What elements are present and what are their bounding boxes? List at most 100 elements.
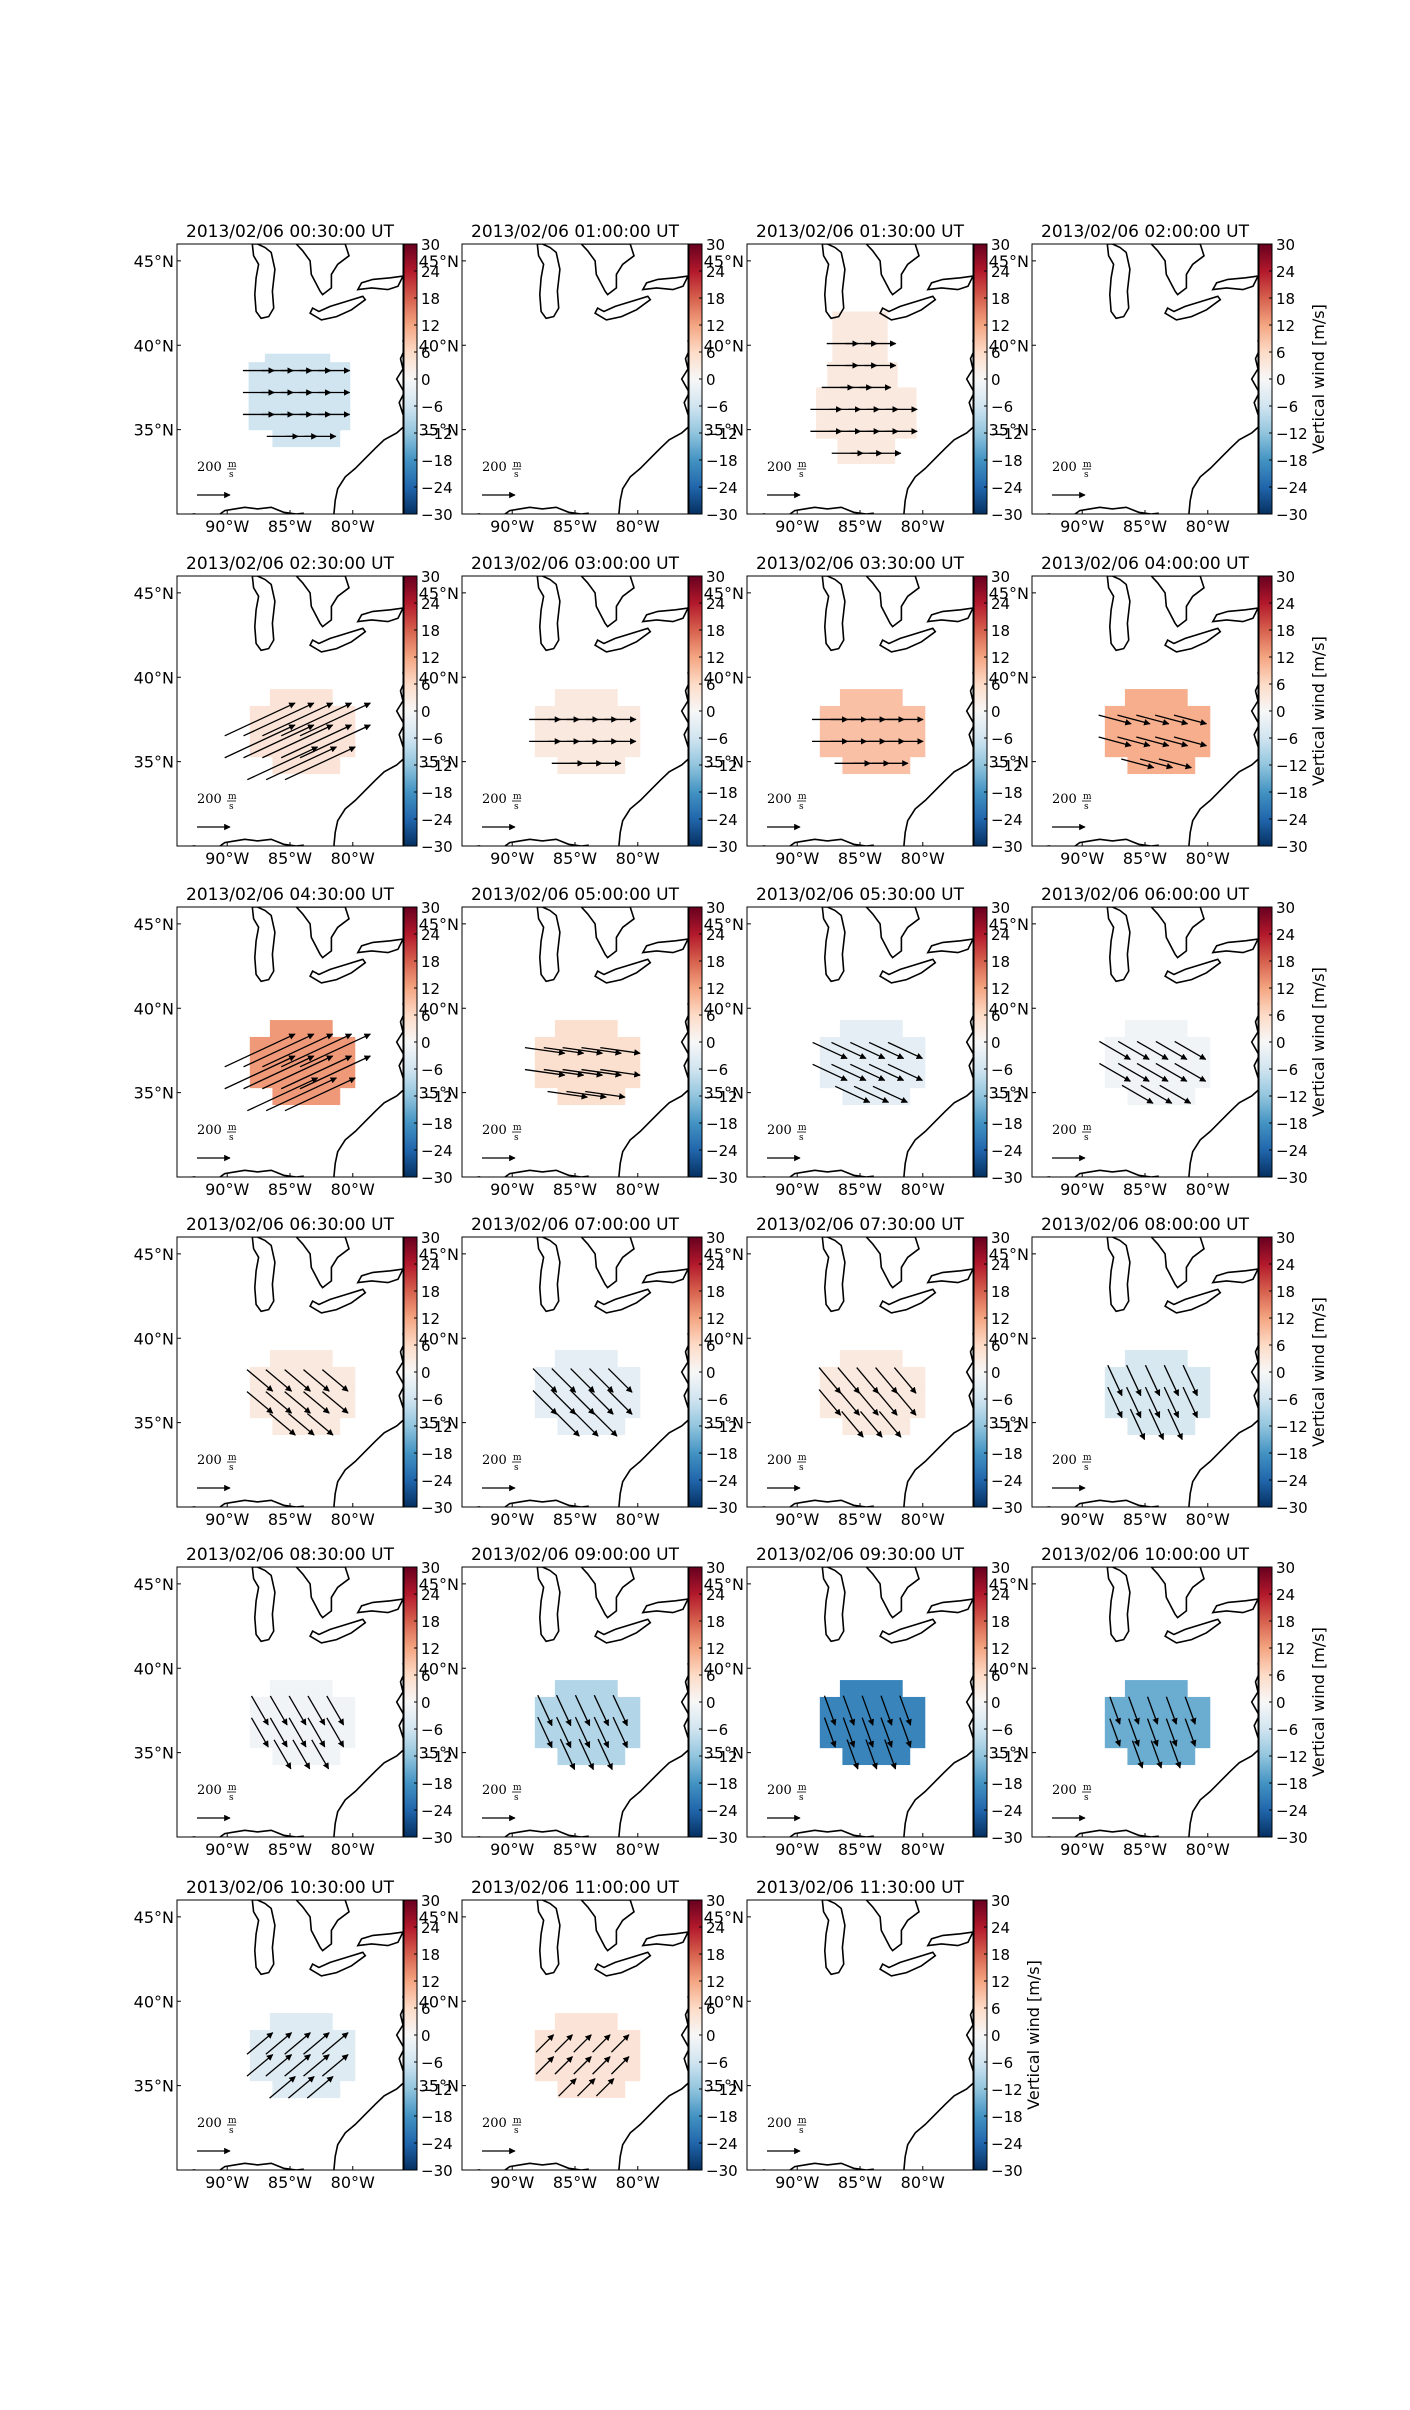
colorbar-tick-label: −6 (1276, 1061, 1298, 1079)
x-tick-label: 85°W (838, 1510, 882, 1529)
colorbar-tick-label: −24 (706, 2135, 738, 2153)
colorbar-tick-label: −30 (421, 506, 453, 524)
wind-arrow (1121, 758, 1155, 770)
reference-arrow-label: 200 (767, 460, 792, 475)
coastline (865, 1900, 920, 1952)
wind-cell (819, 1713, 926, 1723)
wind-arrow (850, 1063, 886, 1081)
wind-arrow (280, 1055, 353, 1090)
wind-arrow (1184, 1718, 1197, 1747)
map-panel: 2013/02/06 06:00:00 UT 200 ms 90°W 85°W 80°W 4… (989, 885, 1328, 1199)
wind-cell (557, 1096, 626, 1106)
wind-cell (248, 379, 351, 389)
wind-arrow (269, 1717, 288, 1748)
colorbar-tick-label: 24 (706, 1256, 725, 1274)
colorbar-tick-label: −12 (421, 1748, 453, 1766)
wind-cell (269, 1350, 333, 1360)
coastline (594, 1951, 652, 1977)
colorbar-tick-label: 24 (991, 926, 1010, 944)
coastline (186, 1829, 304, 1837)
wind-arrow (551, 1368, 577, 1393)
y-tick-label: 45°N (989, 252, 1029, 271)
colorbar-tick-label: 30 (421, 1559, 440, 1577)
wind-arrow (860, 1411, 883, 1438)
wind-arrow (612, 1694, 628, 1727)
wind-cell (842, 1096, 911, 1106)
wind-cell (1124, 689, 1188, 699)
wind-cell (249, 1062, 356, 1072)
coastline (1164, 1618, 1222, 1644)
colorbar-tick-label: −6 (706, 1721, 728, 1739)
wind-cell (819, 722, 926, 732)
map-content (1041, 244, 1258, 514)
wind-cell (554, 697, 618, 707)
y-tick-label: 45°N (419, 584, 459, 603)
x-tick-label: 85°W (1123, 849, 1167, 868)
wind-arrow (247, 1077, 319, 1112)
x-tick-label: 85°W (1123, 1840, 1167, 1859)
colorbar-tick-label: 24 (991, 1586, 1010, 1604)
wind-arrow (1173, 736, 1208, 748)
y-tick-label: 45°N (134, 915, 174, 934)
reference-arrow-unit: m (513, 2116, 522, 2126)
map-content (471, 907, 688, 1177)
x-tick-label: 85°W (838, 1840, 882, 1859)
map-panel: 2013/02/06 09:30:00 UT 200 ms 90°W 85°W 80°W 4… (704, 1545, 1023, 1859)
colorbar-tick-label: 18 (1276, 290, 1295, 308)
coastline (879, 627, 937, 653)
map-panel: 2013/02/06 11:00:00 UT 200 ms 90°W 85°W 80°W 4… (419, 1878, 738, 2192)
colorbar-tick-label: 18 (421, 953, 440, 971)
coastline (580, 1900, 635, 1952)
wind-cell (819, 731, 926, 741)
y-tick-label: 40°N (704, 1659, 744, 1678)
x-tick-label: 90°W (1060, 1180, 1104, 1199)
colorbar-tick-label: 12 (706, 649, 725, 667)
colorbar-tick-label: −6 (421, 730, 443, 748)
wind-arrow (868, 1063, 905, 1081)
wind-arrow (1098, 714, 1132, 726)
y-tick-label: 45°N (419, 1908, 459, 1927)
coastline (641, 938, 688, 954)
wind-cell (534, 2072, 641, 2082)
coastline (641, 607, 688, 623)
colorbar-tick-label: −24 (421, 479, 453, 497)
colorbar-tick-label: −12 (991, 757, 1023, 775)
wind-cell (249, 1375, 356, 1385)
colorbar-tick-label: 30 (1276, 1229, 1295, 1247)
map-content (756, 907, 973, 1177)
colorbar-tick-label: −6 (1276, 1391, 1298, 1409)
x-tick-label: 85°W (553, 1180, 597, 1199)
wind-cell (1104, 1696, 1211, 1706)
coastline (471, 2162, 589, 2170)
colorbar-tick-label: 6 (706, 1337, 716, 1355)
y-tick-label: 35°N (989, 421, 1029, 440)
coastline (1041, 506, 1159, 514)
colorbar-tick-label: −12 (1276, 425, 1308, 443)
wind-cell (1104, 1705, 1211, 1715)
wind-arrow (593, 1716, 610, 1749)
colorbar-tick-label: −12 (706, 1748, 738, 1766)
wind-arrow (600, 1068, 641, 1078)
coastline (1164, 958, 1222, 984)
x-tick-label: 90°W (1060, 1510, 1104, 1529)
coastline (1164, 295, 1222, 321)
coastline (333, 1663, 403, 1837)
colorbar-tick-label: 24 (421, 595, 440, 613)
wind-cell (534, 739, 641, 749)
x-tick-label: 90°W (490, 1510, 534, 1529)
colorbar-tick-label: 18 (1276, 1283, 1295, 1301)
wind-cell (1124, 1680, 1188, 1690)
x-tick-label: 80°W (616, 2173, 660, 2192)
x-tick-label: 85°W (553, 2173, 597, 2192)
wind-cell (534, 2046, 641, 2056)
x-tick-label: 80°W (331, 1510, 375, 1529)
wind-arrow (559, 1738, 576, 1771)
coastline (295, 1567, 350, 1619)
reference-arrow-label: 200 (767, 792, 792, 807)
map-content (756, 244, 973, 514)
wind-arrow (246, 1391, 274, 1414)
colorbar-tick-label: 0 (991, 703, 1001, 721)
colorbar-tick-label: −6 (706, 398, 728, 416)
y-tick-label: 35°N (134, 753, 174, 772)
